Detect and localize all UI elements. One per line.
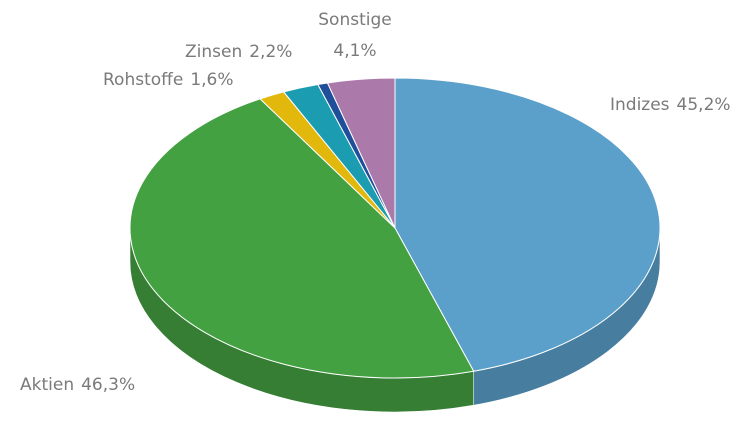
slice-label-name: Rohstoffe — [103, 70, 183, 90]
pie-slice — [394, 77, 661, 372]
slice-label: Zinsen 2,2% — [185, 42, 292, 62]
slice-label-name: Indizes — [610, 95, 670, 115]
slice-label-name: Sonstige — [318, 10, 391, 30]
slice-label-name: Aktien — [20, 375, 74, 395]
slice-label: Aktien 46,3% — [20, 375, 135, 395]
slice-label-name: Zinsen — [185, 42, 242, 62]
slice-label-value: 4,1% — [333, 41, 376, 61]
slice-label-value: 46,3% — [81, 375, 135, 395]
slice-label-value: 45,2% — [677, 95, 731, 115]
pie-slice — [129, 98, 475, 379]
slice-label-value: 1,6% — [190, 70, 233, 90]
slice-label: Indizes 45,2% — [610, 95, 731, 115]
pie-slice — [326, 77, 396, 229]
slice-label: Sonstige 4,1% — [318, 10, 391, 61]
slice-label-value: 2,2% — [249, 42, 292, 62]
slice-label: Rohstoffe 1,6% — [103, 70, 234, 90]
